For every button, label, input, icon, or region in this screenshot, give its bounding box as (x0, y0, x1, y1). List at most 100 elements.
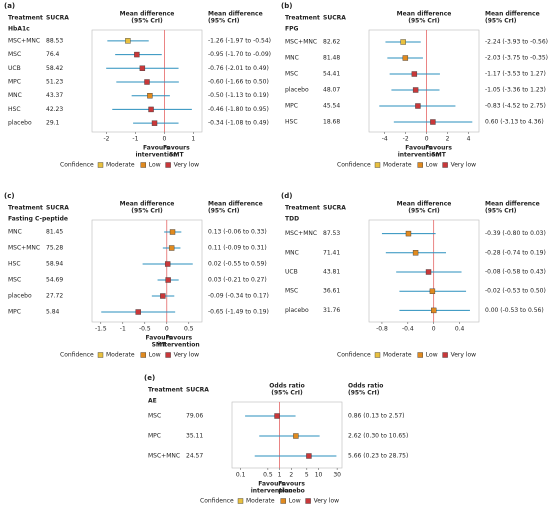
legend-label: Very low (451, 352, 477, 359)
plot-title: (95% CrI) (408, 18, 440, 25)
legend-label: Very low (451, 162, 477, 169)
ci-text: -0.34 (-1.08 to 0.49) (208, 120, 269, 127)
treatment-label: MSC+MNC (148, 453, 180, 460)
point-estimate (164, 261, 171, 267)
column-header: SUCRA (46, 205, 69, 212)
x-tick-label: 2 (446, 136, 450, 143)
ci-text: 0.60 (-3.13 to 4.36) (485, 119, 544, 126)
x-tick-label: -2 (103, 136, 109, 143)
treatment-label: MSC+MNC (8, 37, 40, 44)
legend-swatch (305, 498, 311, 504)
column-header: SUCRA (46, 15, 69, 22)
point-estimate (151, 120, 158, 126)
treatment-label: MPC (148, 433, 161, 440)
ci-header: Mean difference (208, 11, 263, 18)
ci-text: -0.65 (-1.49 to 0.19) (208, 309, 269, 316)
column-header: Treatment (285, 15, 320, 22)
legend-title: Confidence (60, 352, 94, 359)
column-header: Treatment (8, 205, 43, 212)
ci-text: -0.08 (-0.58 to 0.43) (485, 269, 546, 276)
point-estimate (412, 250, 419, 256)
treatment-label: MPC (8, 79, 21, 86)
sucra-value: 35.11 (186, 433, 203, 440)
ci-text: -0.95 (-1.70 to -0.09) (208, 51, 271, 58)
treatment-label: MSC+MNC (285, 230, 317, 237)
legend-label: Moderate (383, 352, 412, 359)
legend-label: Low (426, 162, 438, 169)
x-tick-label: -0.5 (139, 326, 151, 333)
legend-swatch (374, 352, 381, 358)
sucra-value: 43.37 (46, 92, 63, 99)
legend-title: Confidence (200, 498, 234, 505)
sucra-value: 27.72 (46, 293, 63, 300)
x-tick-label: -4 (382, 136, 388, 143)
legend-swatch (97, 352, 104, 358)
column-header: Treatment (148, 387, 183, 394)
ci-header: (95% CrI) (208, 18, 240, 25)
legend-label: Low (149, 352, 161, 359)
treatment-label: HSC (8, 261, 21, 268)
x-tick-label: 10 (315, 472, 323, 479)
outcome-label: TDD (285, 216, 299, 223)
treatment-label: MNC (8, 92, 22, 99)
plot-frame (91, 219, 203, 323)
legend-label: Moderate (106, 162, 135, 169)
legend-label: Very low (174, 162, 200, 169)
plot-title: (95% CrI) (408, 208, 440, 215)
x-tick-label: 1 (191, 136, 195, 143)
ci-text: 0.86 (0.13 to 2.57) (348, 413, 405, 420)
treatment-label: MSC (285, 71, 298, 78)
ci-text: -0.39 (-0.80 to 0.03) (485, 230, 546, 237)
panel-label: (d) (281, 192, 292, 200)
plot-frame (231, 401, 343, 469)
point-estimate (125, 38, 131, 44)
point-estimate (430, 119, 436, 125)
plot-frame (368, 219, 480, 323)
point-estimate (148, 106, 154, 113)
x-tick-label: 4 (467, 136, 471, 143)
ci-text: 0.00 (-0.53 to 0.56) (485, 307, 544, 314)
legend-label: Very low (174, 352, 200, 359)
treatment-label: MNC (8, 229, 22, 236)
point-estimate (400, 39, 406, 45)
plot-frame (368, 29, 480, 133)
x-tick-label: 0 (165, 326, 169, 333)
sucra-value: 5.84 (46, 309, 60, 316)
ci-header: (95% CrI) (485, 208, 517, 215)
x-tick-label: 0.5 (263, 472, 273, 479)
treatment-label: HSC (8, 106, 21, 113)
x-tick-label: -0.4 (402, 326, 414, 333)
sucra-value: 76.4 (46, 51, 60, 58)
sucra-value: 58.42 (46, 65, 63, 72)
sucra-value: 36.61 (323, 288, 340, 295)
legend-swatch (442, 162, 448, 168)
ci-text: 5.66 (0.23 to 28.75) (348, 453, 408, 460)
ci-text: -2.03 (-3.75 to -0.35) (485, 55, 548, 62)
ci-header: (95% CrI) (485, 18, 517, 25)
point-estimate (306, 453, 312, 459)
legend-swatch (140, 162, 147, 168)
favours-left: intervention (135, 152, 177, 159)
legend-swatch (97, 162, 104, 168)
sucra-value: 29.1 (46, 120, 60, 127)
legend-label: Moderate (383, 162, 412, 169)
ci-text: 0.02 (-0.55 to 0.59) (208, 261, 267, 268)
legend-swatch (140, 352, 147, 358)
favours-right: placebo (278, 488, 304, 495)
sucra-value: 54.69 (46, 277, 63, 284)
ci-header: (95% CrI) (348, 390, 380, 397)
ci-text: -0.46 (-1.80 to 0.95) (208, 106, 269, 113)
favours-right: intervention (158, 342, 200, 349)
x-tick-label: -1.5 (95, 326, 107, 333)
treatment-label: MSC (148, 413, 161, 420)
panel-label: (b) (281, 2, 292, 10)
ci-text: -1.17 (-3.53 to 1.27) (485, 71, 546, 78)
sucra-value: 75.28 (46, 245, 63, 252)
point-estimate (429, 288, 436, 294)
panel-label: (c) (4, 192, 15, 200)
ci-text: -0.50 (-1.13 to 0.19) (208, 92, 269, 99)
sucra-value: 24.57 (186, 453, 203, 460)
x-tick-label: 5 (305, 472, 309, 479)
treatment-label: MPC (8, 309, 21, 316)
sucra-value: 82.62 (323, 39, 340, 46)
